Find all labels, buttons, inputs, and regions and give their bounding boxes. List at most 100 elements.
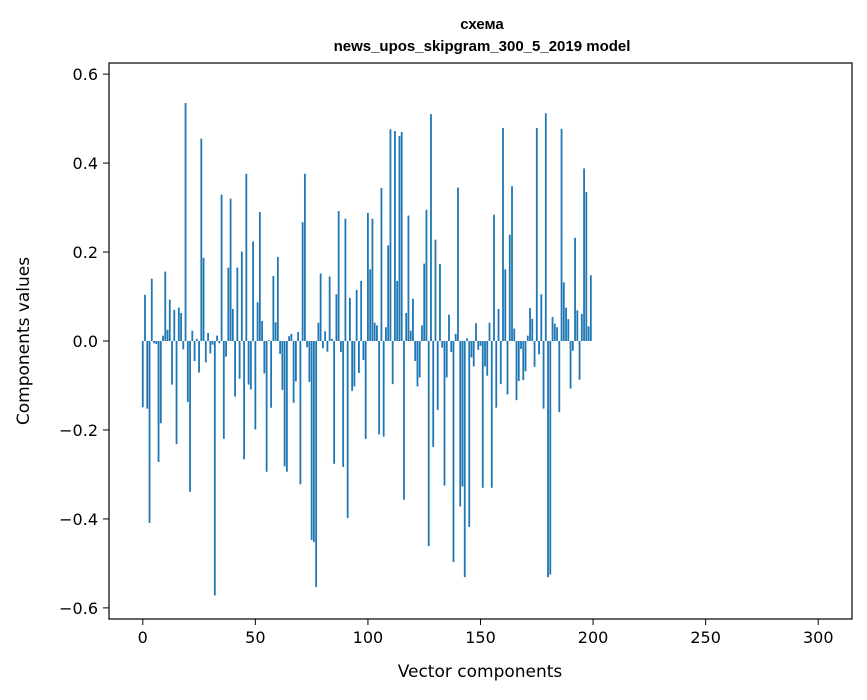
bar: [342, 341, 345, 467]
bar: [216, 335, 218, 341]
bar: [243, 341, 245, 460]
bar: [551, 316, 554, 341]
bar: [166, 329, 169, 341]
bar: [312, 341, 315, 543]
bar: [562, 282, 565, 341]
bar: [198, 341, 200, 373]
y-axis-label: Components values: [14, 257, 34, 425]
y-tick-label: −0.2: [59, 421, 98, 440]
bar: [400, 131, 403, 341]
bar: [486, 341, 489, 376]
x-tick-label: 250: [690, 628, 721, 647]
bar: [333, 341, 336, 464]
bar: [276, 256, 279, 341]
bar: [463, 341, 466, 578]
bar: [193, 341, 196, 362]
bar: [164, 271, 167, 341]
bar: [556, 327, 558, 341]
bar: [396, 280, 399, 341]
bar: [407, 215, 410, 341]
bar: [326, 341, 329, 352]
bar: [184, 103, 187, 341]
bar: [315, 341, 318, 587]
bar: [497, 308, 500, 341]
bar: [436, 341, 439, 410]
bar: [186, 341, 189, 402]
bar: [252, 241, 254, 341]
y-tick-label: 0.0: [73, 332, 98, 351]
bar: [218, 341, 221, 344]
bar: [324, 331, 327, 341]
bar: [481, 341, 484, 488]
bar: [141, 341, 144, 408]
bar: [578, 341, 581, 380]
bar: [353, 341, 356, 387]
bar: [157, 341, 160, 462]
bar: [538, 341, 540, 355]
bar: [288, 336, 291, 341]
bar: [470, 341, 473, 358]
bar: [526, 335, 529, 341]
bar: [569, 341, 572, 389]
bar: [535, 127, 538, 341]
y-tick-label: 0.2: [73, 243, 98, 262]
y-axis-ticks: −0.6 −0.4 −0.2 0.0 0.2 0.4 0.6: [59, 65, 109, 618]
bar: [369, 269, 372, 341]
bars-group: [141, 103, 592, 596]
x-tick-label: 50: [245, 628, 265, 647]
bar: [267, 340, 270, 341]
bar: [159, 341, 162, 424]
bar: [263, 341, 266, 374]
bar: [213, 341, 216, 596]
bar: [358, 341, 360, 374]
bar: [303, 173, 306, 341]
bar: [256, 302, 259, 341]
bar: [294, 341, 297, 382]
bar: [517, 341, 520, 382]
bar: [234, 341, 236, 397]
bar: [360, 280, 363, 341]
bar: [452, 341, 455, 563]
bar: [146, 341, 149, 409]
bar: [231, 308, 234, 341]
bar: [180, 312, 182, 341]
bar: [261, 320, 263, 341]
bar: [349, 297, 351, 341]
bar: [540, 294, 543, 341]
bar: [414, 341, 417, 362]
bar: [560, 128, 563, 341]
bar: [265, 341, 268, 472]
bar: [580, 313, 583, 341]
bar: [340, 341, 342, 353]
bar: [441, 341, 444, 348]
bar: [171, 341, 173, 385]
bar: [245, 173, 248, 341]
x-tick-label: 0: [138, 628, 148, 647]
bar: [281, 341, 284, 390]
bar: [511, 186, 513, 341]
bar: [529, 308, 531, 341]
x-tick-label: 100: [353, 628, 384, 647]
bar: [398, 135, 401, 341]
bar: [504, 269, 507, 341]
bar: [229, 198, 232, 341]
bar: [403, 341, 405, 500]
bar: [247, 341, 250, 385]
bar: [337, 211, 340, 341]
bar: [522, 341, 525, 381]
bar: [227, 267, 230, 341]
bar: [168, 299, 171, 341]
bar: [173, 309, 176, 341]
bar: [310, 341, 313, 540]
bar: [382, 341, 385, 437]
bar: [297, 332, 300, 341]
y-tick-label: 0.4: [73, 154, 98, 173]
bar: [493, 214, 495, 341]
bar: [520, 341, 522, 350]
bar: [344, 218, 347, 341]
bar: [200, 138, 203, 341]
bar: [346, 341, 349, 519]
bar: [443, 341, 446, 486]
bar: [416, 341, 419, 387]
